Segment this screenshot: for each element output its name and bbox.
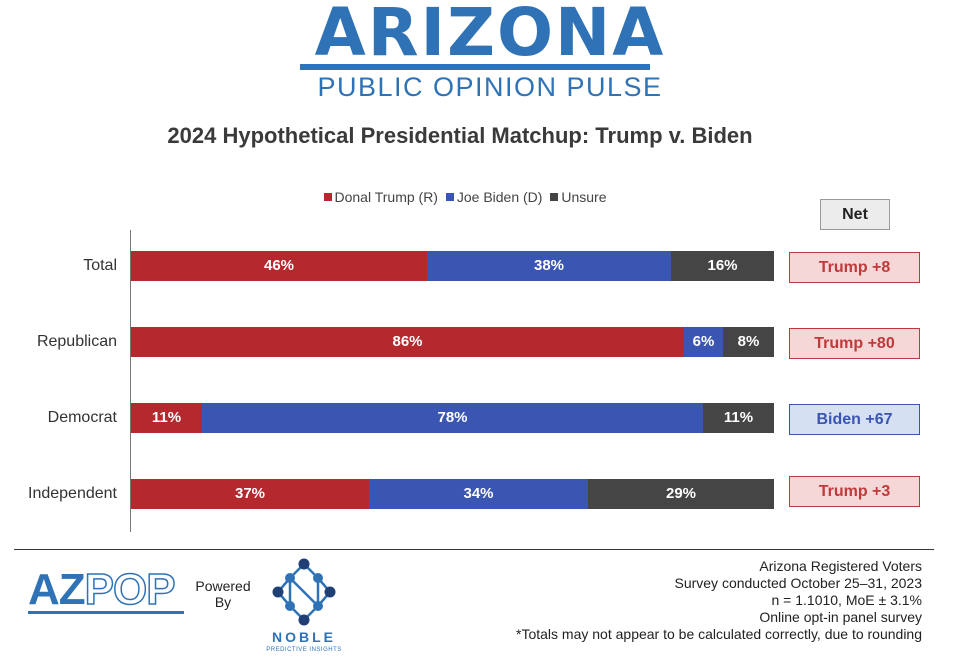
legend-label-trump: Donal Trump (R) [334,189,438,205]
bar-segment-unsure-independent: 29% [588,479,774,509]
survey-notes: Arizona Registered Voters Survey conduct… [516,558,922,643]
bar-segment-trump-total: 46% [131,251,427,281]
legend-label-unsure: Unsure [561,189,607,205]
bar-segment-unsure-total: 16% [671,251,774,281]
footer-divider [14,549,934,550]
legend-swatch-unsure [550,193,559,201]
net-badge-republican: Trump +80 [789,328,920,359]
bar-segment-trump-republican: 86% [131,327,684,357]
azpop-logo-az: AZ [28,565,86,614]
powered-by-line1: Powered [195,578,251,594]
row-label-republican: Republican [36,333,117,350]
legend-swatch-biden [445,193,454,201]
net-header: Net [820,199,890,230]
legend-swatch-trump [323,193,332,201]
legend-item-biden: Joe Biden (D) [445,189,543,205]
bar-segment-biden-total: 38% [427,251,671,281]
legend-item-trump: Donal Trump (R) [323,189,438,205]
note-dates: Survey conducted October 25–31, 2023 [674,575,922,591]
legend-item-unsure: Unsure [550,189,606,205]
net-badge-democrat: Biden +67 [789,404,920,435]
bar-segment-trump-democrat: 11% [131,403,202,433]
note-rounding: *Totals may not appear to be calculated … [516,626,922,642]
bar-segment-biden-democrat: 78% [202,403,703,433]
bar-segment-biden-independent: 34% [369,479,588,509]
category-axis-line [130,230,131,532]
azpop-logo-pop: POP [84,565,176,614]
legend-label-biden: Joe Biden (D) [456,189,543,205]
row-label-democrat: Democrat [47,409,117,426]
chart-legend: Donal Trump (R) Joe Biden (D) Unsure [0,189,930,205]
row-label-independent: Independent [28,485,117,502]
logo-title: ARIZONA [314,0,666,71]
chart-title: 2024 Hypothetical Presidential Matchup: … [167,123,753,148]
note-sample: n = 1.1010, MoE ± 3.1% [771,592,923,608]
note-population: Arizona Registered Voters [759,558,922,574]
powered-by: Powered By [190,578,256,610]
azpop-logo-underline [28,611,184,614]
row-label-total: Total [83,257,117,274]
net-badge-independent: Trump +3 [789,476,920,507]
bar-segment-trump-independent: 37% [131,479,369,509]
bar-segment-unsure-democrat: 11% [703,403,774,433]
net-badge-total: Trump +8 [789,252,920,283]
noble-tagline: PREDICTIVE INSIGHTS [266,647,342,653]
powered-by-line2: By [214,594,232,610]
logo-rule [300,64,650,70]
note-method: Online opt-in panel survey [759,609,922,625]
bar-segment-biden-republican: 6% [684,327,723,357]
logo-subtitle: PUBLIC OPINION PULSE [317,72,663,102]
noble-network-icon [272,558,336,626]
bar-segment-unsure-republican: 8% [723,327,774,357]
azpop-logo: AZPOP [28,565,184,614]
noble-name: NOBLE [272,629,336,645]
